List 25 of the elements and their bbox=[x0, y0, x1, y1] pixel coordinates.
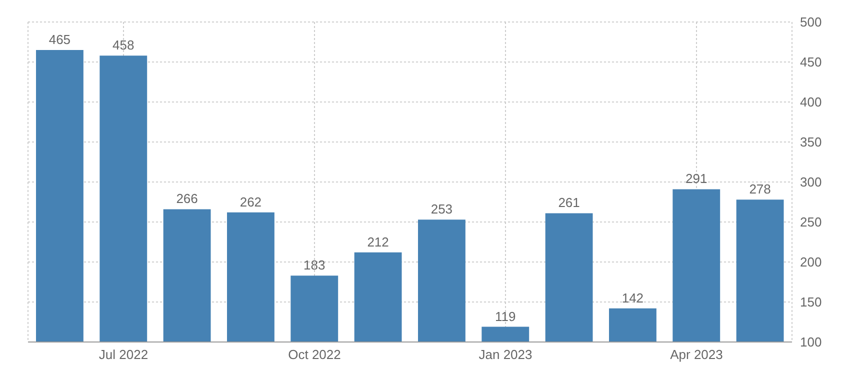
data-label: 458 bbox=[112, 38, 134, 53]
data-label: 253 bbox=[430, 202, 453, 217]
y-tick-label: 100 bbox=[800, 334, 822, 350]
data-label: 261 bbox=[558, 195, 580, 210]
y-tick-label: 250 bbox=[800, 214, 822, 230]
y-tick-label: 400 bbox=[800, 94, 822, 110]
x-tick-label: Jul 2022 bbox=[98, 347, 148, 362]
y-tick-label: 150 bbox=[800, 294, 822, 310]
data-label: 465 bbox=[48, 32, 71, 47]
data-label: 183 bbox=[304, 258, 326, 273]
data-label: 142 bbox=[622, 290, 644, 306]
y-tick-label: 450 bbox=[800, 54, 822, 70]
x-tick-label: Apr 2023 bbox=[670, 347, 723, 362]
y-tick-label: 200 bbox=[800, 254, 822, 270]
data-label: 212 bbox=[367, 234, 389, 250]
data-label: 266 bbox=[176, 191, 198, 206]
y-tick-label: 350 bbox=[800, 134, 822, 150]
y-tick-label: 500 bbox=[800, 14, 822, 30]
data-label: 119 bbox=[495, 308, 516, 324]
y-tick-label: 300 bbox=[800, 174, 822, 190]
data-label: 278 bbox=[749, 182, 771, 197]
x-tick-label: Oct 2022 bbox=[288, 347, 341, 362]
x-tick-label: Jan 2023 bbox=[478, 347, 532, 362]
data-label: 291 bbox=[686, 171, 708, 186]
data-label: 262 bbox=[240, 194, 262, 210]
